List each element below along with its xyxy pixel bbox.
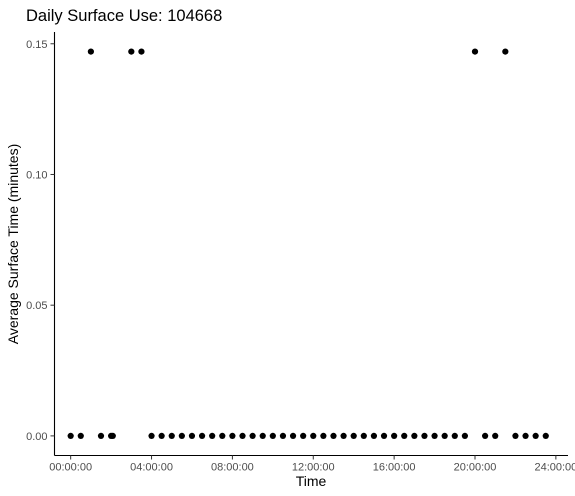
y-tick-label: 0.00 (26, 431, 47, 443)
data-point (178, 432, 185, 439)
data-point (249, 432, 256, 439)
data-point (239, 432, 246, 439)
data-point (279, 432, 287, 439)
data-point (219, 432, 226, 439)
data-point (330, 432, 337, 439)
data-point (360, 432, 367, 439)
x-axis-ticks: 00:00:00 04:00:00 08:00:00 12:00:00 16:00:00… (49, 455, 575, 474)
x-tick-label: 16:00:00 (373, 462, 416, 474)
data-point (300, 432, 307, 439)
chart-title: Daily Surface Use: 104668 (26, 7, 222, 25)
data-point (289, 432, 297, 439)
x-tick-label: 12:00:00 (292, 462, 335, 474)
x-tick-label: 08:00:00 (211, 462, 254, 474)
data-point (380, 432, 388, 439)
data-point (370, 432, 378, 439)
data-point (320, 432, 327, 439)
x-tick-label: 20:00:00 (454, 462, 497, 474)
data-point (431, 432, 438, 439)
data-point (482, 432, 489, 439)
data-point (522, 432, 529, 439)
data-point (168, 432, 175, 439)
data-point (97, 432, 105, 439)
data-point (310, 432, 317, 439)
data-point (229, 432, 236, 439)
data-point (461, 432, 468, 439)
data-point (391, 432, 398, 439)
data-points (67, 48, 549, 439)
data-point (158, 432, 165, 439)
data-point (471, 48, 479, 55)
data-point (209, 432, 216, 439)
data-point (67, 432, 74, 439)
x-tick-label: 24:00:00 (534, 462, 575, 474)
y-axis-ticks: 0.00 0.05 0.10 0.15 (26, 39, 55, 443)
data-point (411, 432, 418, 439)
data-point (77, 432, 84, 439)
y-tick-label: 0.05 (26, 300, 47, 312)
data-point (350, 432, 357, 439)
data-point (451, 432, 458, 439)
data-point (148, 432, 155, 439)
data-point (441, 432, 448, 439)
x-tick-label: 00:00:00 (49, 462, 92, 474)
x-tick-label: 04:00:00 (130, 462, 173, 474)
data-point (401, 432, 408, 439)
data-point (109, 432, 116, 439)
data-point (492, 432, 499, 439)
data-point (87, 48, 94, 55)
data-point (512, 432, 519, 439)
data-point (128, 48, 135, 55)
data-point (340, 432, 347, 439)
data-point (259, 432, 266, 439)
x-axis-title: Time (296, 473, 327, 489)
data-point (542, 432, 549, 439)
y-axis-title: Average Surface Time (minutes) (5, 144, 21, 345)
y-tick-label: 0.10 (26, 169, 47, 181)
data-point (198, 432, 206, 439)
y-tick-label: 0.15 (26, 39, 47, 51)
data-point (421, 432, 428, 439)
data-point (269, 432, 276, 439)
data-point (138, 48, 145, 55)
data-point (188, 432, 196, 439)
data-point (502, 48, 509, 55)
data-point (532, 432, 539, 439)
